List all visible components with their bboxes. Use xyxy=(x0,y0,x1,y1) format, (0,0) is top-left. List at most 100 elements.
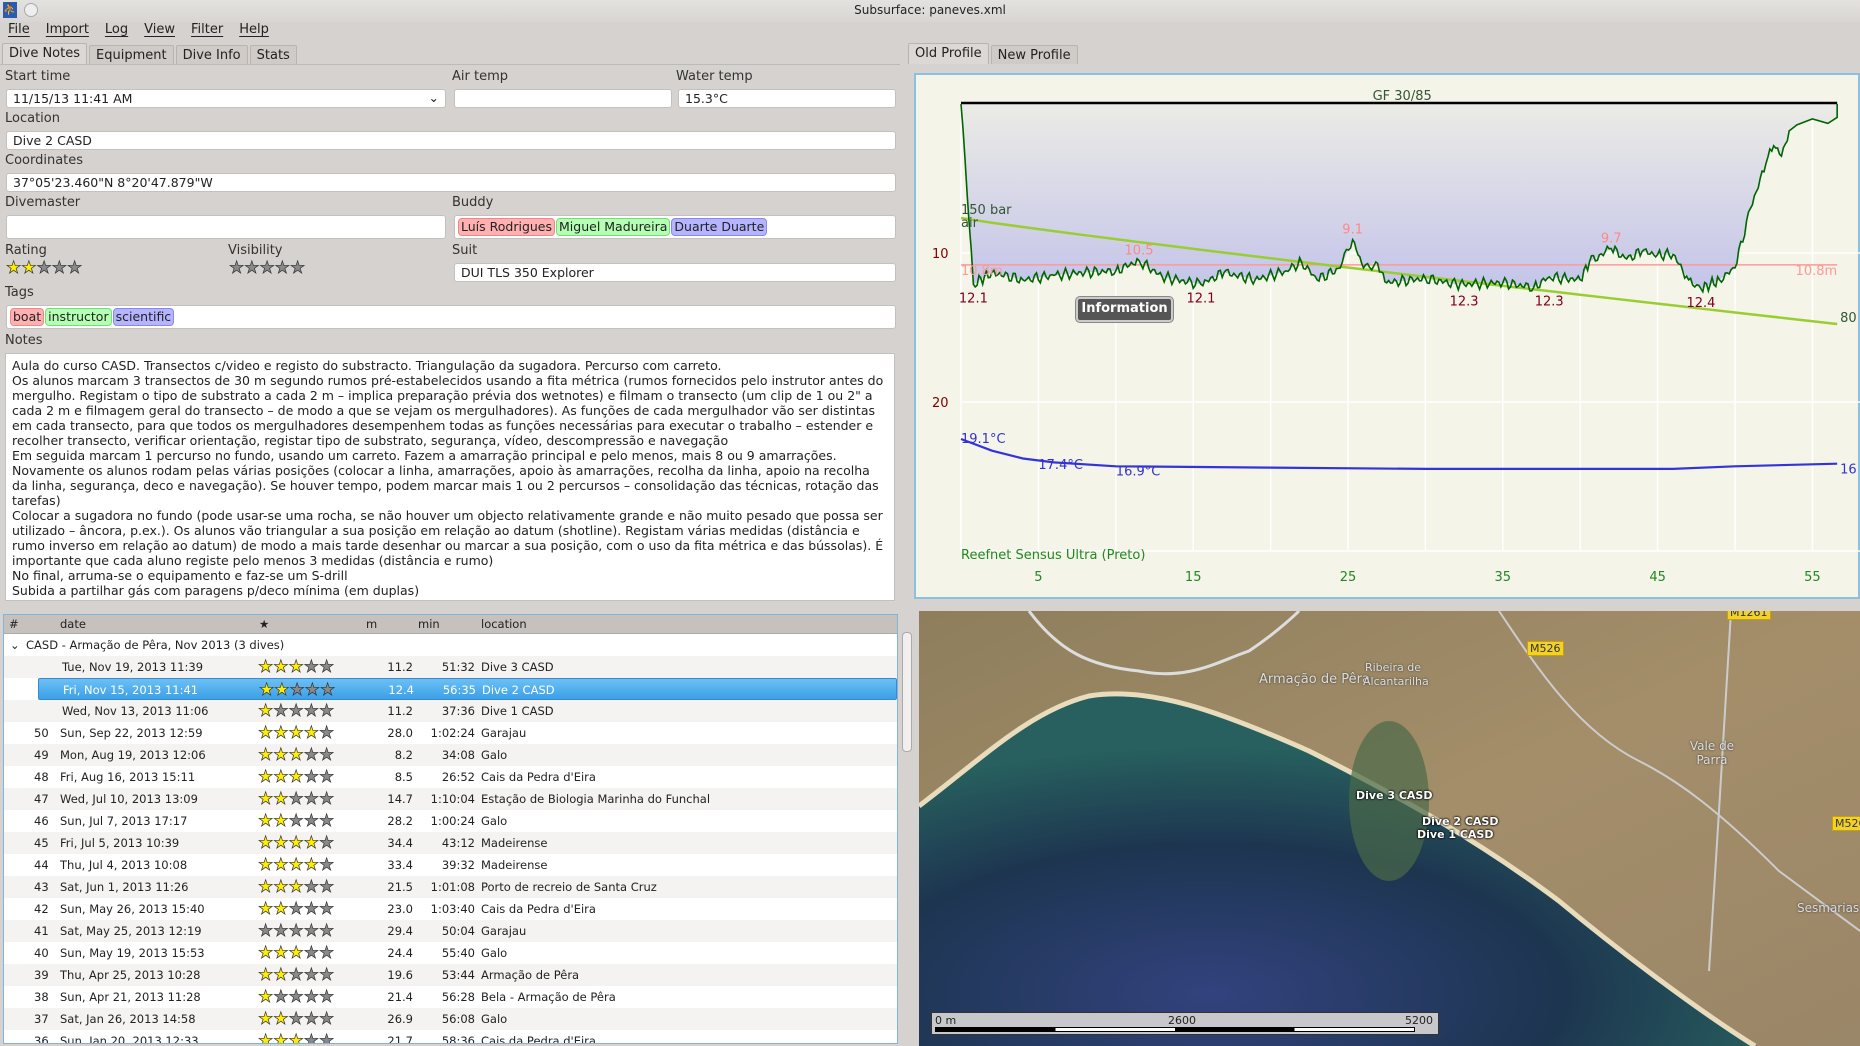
tab-dive-notes[interactable]: Dive Notes xyxy=(2,43,87,64)
water-temp-field[interactable]: 15.3°C xyxy=(678,89,896,108)
tag-chip[interactable]: scientific xyxy=(112,308,175,326)
dive-row[interactable]: 41 Sat, May 25, 2013 12:19 ★★★★★ 29.4 50:04 G… xyxy=(4,920,897,942)
menu-file[interactable]: File xyxy=(8,22,30,37)
menu-import[interactable]: Import xyxy=(45,22,89,37)
star-empty-icon: ★ xyxy=(288,811,304,832)
cell-location: Madeirense xyxy=(481,836,548,850)
column-date[interactable]: date xyxy=(60,617,86,631)
dive-row[interactable]: Tue, Nov 19, 2013 11:39 ★★★★★ 11.2 51:32 Div… xyxy=(4,656,897,678)
dive-row[interactable]: 39 Thu, Apr 25, 2013 10:28 ★★★★★ 19.6 53:44 A… xyxy=(4,964,897,986)
tab-stats[interactable]: Stats xyxy=(249,45,297,64)
tag-chip[interactable]: boat xyxy=(10,308,45,326)
menu-view[interactable]: View xyxy=(144,22,176,37)
rating-stars[interactable]: ★★★★★ xyxy=(6,258,83,278)
buddy-chip[interactable]: Miguel Madureira xyxy=(556,218,671,236)
star-empty-icon[interactable]: ★ xyxy=(229,258,245,278)
menu-log[interactable]: Log xyxy=(104,22,129,37)
trip-row[interactable]: ⌄ CASD - Armação de Pêra, Nov 2013 (3 di… xyxy=(4,634,897,656)
window-menu-button[interactable] xyxy=(24,3,38,17)
star-empty-icon[interactable]: ★ xyxy=(51,258,67,278)
dive-marker-label[interactable]: Dive 3 CASD xyxy=(1356,789,1433,802)
star-empty-icon: ★ xyxy=(288,789,304,810)
buddy-chip[interactable]: Luís Rodrigues xyxy=(458,218,556,236)
map-road xyxy=(1708,611,1732,972)
tags-field[interactable]: boat instructor scientific xyxy=(6,305,896,329)
pressure-end-label: 80 xyxy=(1840,311,1857,326)
start-time-field[interactable]: 11/15/13 11:41 AM ⌄ xyxy=(6,89,446,108)
column-depth[interactable]: m xyxy=(366,617,378,631)
cell-location: Cais da Pedra d'Eira xyxy=(481,902,596,916)
dive-row[interactable]: 36 Sun, Jan 20, 2013 12:33 ★★★★★ 21.7 58:36 C… xyxy=(4,1030,897,1043)
cell-duration: 1:01:08 xyxy=(430,880,475,894)
star-empty-icon[interactable]: ★ xyxy=(290,258,306,278)
tab-dive-info[interactable]: Dive Info xyxy=(175,45,248,64)
x-tick-label: 5 xyxy=(1034,570,1042,585)
y-tick-label: 10 xyxy=(932,247,949,262)
map-view[interactable]: Armação de Pêra Ribeira de Alcantarilha … xyxy=(919,611,1860,1046)
cell-location: Galo xyxy=(481,814,508,828)
rating-stars: ★★★★★ xyxy=(258,789,335,810)
dive-row[interactable]: 44 Thu, Jul 4, 2013 10:08 ★★★★★ 33.4 39:32 Ma… xyxy=(4,854,897,876)
dive-marker-label[interactable]: Dive 1 CASD xyxy=(1417,828,1494,841)
star-filled-icon: ★ xyxy=(273,789,289,810)
dive-row[interactable]: 43 Sat, Jun 1, 2013 11:26 ★★★★★ 21.5 1:01:08… xyxy=(4,876,897,898)
rating-stars: ★★★★★ xyxy=(258,745,335,766)
location-field[interactable]: Dive 2 CASD xyxy=(6,131,896,150)
information-button[interactable]: Information xyxy=(1076,297,1173,322)
divemaster-field[interactable] xyxy=(6,215,446,239)
dive-row[interactable]: 37 Sat, Jan 26, 2013 14:58 ★★★★★ 26.9 56:08 G… xyxy=(4,1008,897,1030)
cell-date: Sun, May 19, 2013 15:53 xyxy=(60,946,205,960)
dive-row[interactable]: 46 Sun, Jul 7, 2013 17:17 ★★★★★ 28.2 1:00:24… xyxy=(4,810,897,832)
star-empty-icon: ★ xyxy=(303,943,319,964)
air-temp-field[interactable] xyxy=(454,89,672,108)
dive-row[interactable]: 42 Sun, May 26, 2013 15:40 ★★★★★ 23.0 1:03:4… xyxy=(4,898,897,920)
star-empty-icon[interactable]: ★ xyxy=(67,258,83,278)
star-filled-icon[interactable]: ★ xyxy=(21,258,37,278)
dive-row[interactable]: 49 Mon, Aug 19, 2013 12:06 ★★★★★ 8.2 34:08 Ga… xyxy=(4,744,897,766)
dive-list[interactable]: # date ★ m min location ⌄ CASD - Armação… xyxy=(3,614,898,1044)
cell-depth: 11.2 xyxy=(387,660,413,674)
cell-depth: 21.5 xyxy=(387,880,413,894)
visibility-stars[interactable]: ★★★★★ xyxy=(229,258,306,278)
star-filled-icon: ★ xyxy=(258,701,274,722)
column-number[interactable]: # xyxy=(9,617,19,631)
column-rating[interactable]: ★ xyxy=(259,617,270,631)
tab-old-profile[interactable]: Old Profile xyxy=(908,43,989,64)
coordinates-field[interactable]: 37°05'23.460"N 8°20'47.879"W xyxy=(6,173,896,192)
star-empty-icon[interactable]: ★ xyxy=(36,258,52,278)
column-duration[interactable]: min xyxy=(418,617,440,631)
dive-row[interactable]: 48 Fri, Aug 16, 2013 15:11 ★★★★★ 8.5 26:52 Ca… xyxy=(4,766,897,788)
dive-row[interactable]: Fri, Nov 15, 2013 11:41 ★★★★★ 12.4 56:35 Div… xyxy=(38,678,897,700)
road-label: M1261 xyxy=(1727,611,1771,620)
cell-duration: 34:08 xyxy=(441,748,475,762)
tag-chip[interactable]: instructor xyxy=(45,308,112,326)
menu-help[interactable]: Help xyxy=(239,22,269,37)
buddy-field[interactable]: Luís Rodrigues Miguel Madureira Duarte Dua… xyxy=(454,215,896,239)
tab-new-profile[interactable]: New Profile xyxy=(990,45,1078,64)
menu-filter[interactable]: Filter xyxy=(191,22,224,37)
buddy-label: Buddy xyxy=(452,195,494,210)
star-empty-icon[interactable]: ★ xyxy=(259,258,275,278)
suit-field[interactable]: DUI TLS 350 Explorer xyxy=(454,263,896,282)
dive-row[interactable]: 38 Sun, Apr 21, 2013 11:28 ★★★★★ 21.4 56:28 B… xyxy=(4,986,897,1008)
star-filled-icon[interactable]: ★ xyxy=(6,258,22,278)
star-empty-icon: ★ xyxy=(319,899,335,920)
notes-textarea[interactable]: Aula do curso CASD. Transectos c/video e… xyxy=(5,353,895,601)
collapse-icon[interactable]: ⌄ xyxy=(10,638,20,652)
tab-equipment[interactable]: Equipment xyxy=(89,45,174,64)
star-filled-icon: ★ xyxy=(258,789,274,810)
dive-row[interactable]: 50 Sun, Sep 22, 2013 12:59 ★★★★★ 28.0 1:02:2… xyxy=(4,722,897,744)
dive-marker-label[interactable]: Dive 2 CASD xyxy=(1422,815,1499,828)
dive-row[interactable]: 45 Fri, Jul 5, 2013 10:39 ★★★★★ 34.4 43:12 Ma… xyxy=(4,832,897,854)
star-empty-icon[interactable]: ★ xyxy=(274,258,290,278)
cell-location: Armação de Pêra xyxy=(481,968,580,982)
buddy-chip[interactable]: Duarte Duarte xyxy=(671,218,768,236)
dive-row[interactable]: 40 Sun, May 19, 2013 15:53 ★★★★★ 24.4 55:40 G… xyxy=(4,942,897,964)
dive-profile-chart[interactable]: GF 30/85 10 20 5 15 25 35 45 55 Reefnet Sensus Ul… xyxy=(914,73,1860,599)
star-empty-icon[interactable]: ★ xyxy=(244,258,260,278)
scrollbar-thumb[interactable] xyxy=(902,632,912,752)
dive-row[interactable]: 47 Wed, Jul 10, 2013 13:09 ★★★★★ 14.7 1:10:0… xyxy=(4,788,897,810)
column-location[interactable]: location xyxy=(481,617,527,631)
dive-row[interactable]: Wed, Nov 13, 2013 11:06 ★★★★★ 11.2 37:36 Div… xyxy=(4,700,897,722)
cell-location: Porto de recreio de Santa Cruz xyxy=(481,880,657,894)
